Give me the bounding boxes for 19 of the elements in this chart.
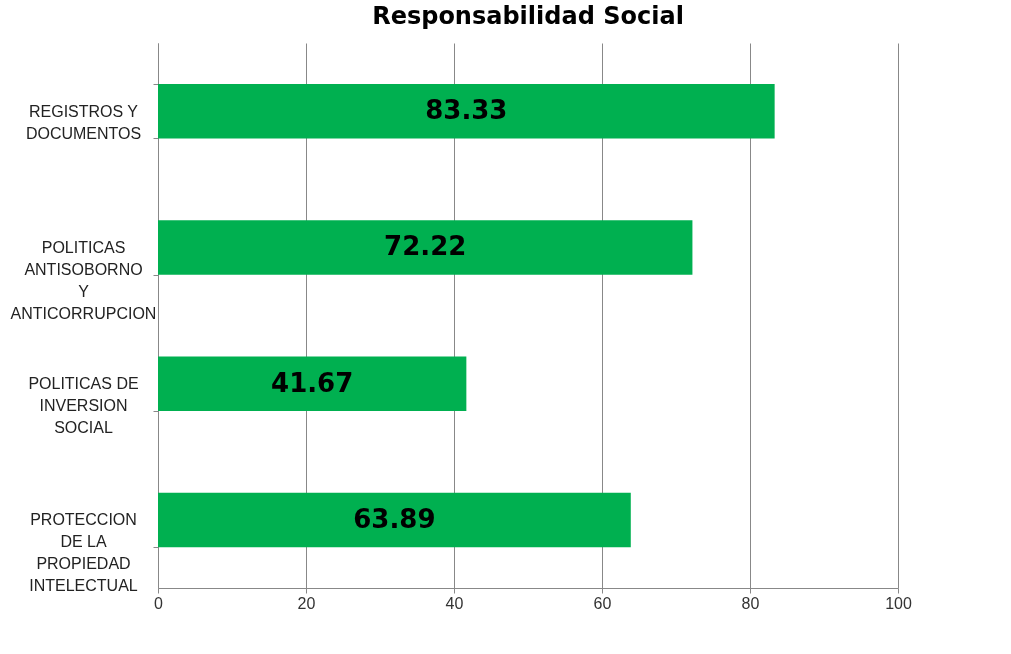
y-tick-label: REGISTROS Y DOCUMENTOS xyxy=(25,102,142,142)
y-tick-label: POLITICAS ANTISOBORNO Y ANTICORRUPCION xyxy=(10,238,157,322)
data-label: 83.33 xyxy=(425,95,508,126)
bar xyxy=(158,220,693,275)
x-tick-label: 60 xyxy=(593,594,612,612)
x-tick-label: 100 xyxy=(885,594,912,612)
bar xyxy=(158,492,631,548)
data-label: 63.89 xyxy=(353,503,436,534)
x-tick-label: 20 xyxy=(297,594,316,612)
chart-title: Responsabilidad Social xyxy=(372,2,684,30)
data-label: 41.67 xyxy=(271,367,354,398)
x-tick-label: 0 xyxy=(154,594,164,612)
bar xyxy=(158,83,775,139)
bar xyxy=(158,356,467,411)
y-tick-label: PROTECCION DE LA PROPIEDAD INTELECTUAL xyxy=(29,511,138,595)
y-tick-label: POLITICAS DE INVERSION SOCIAL xyxy=(28,375,139,437)
data-label: 72.22 xyxy=(384,231,467,262)
x-tick-label: 40 xyxy=(445,594,464,612)
x-tick-label: 80 xyxy=(741,594,760,612)
